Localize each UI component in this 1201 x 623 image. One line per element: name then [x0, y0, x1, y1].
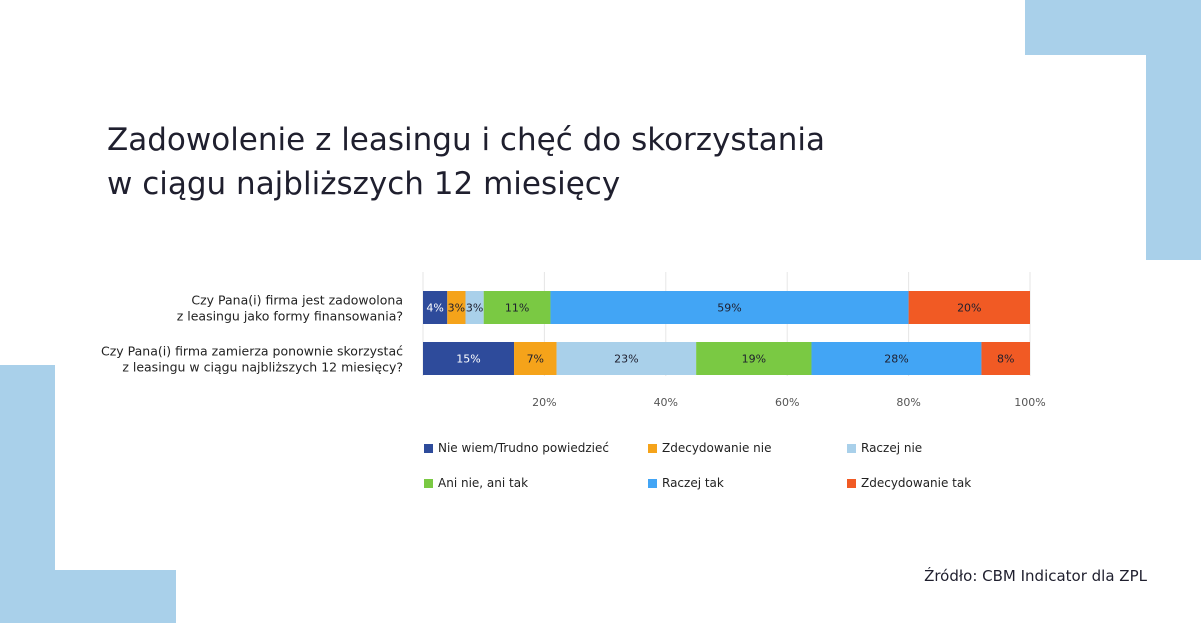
- bar-segment: [423, 342, 515, 375]
- bar-segment: [908, 291, 1030, 324]
- bar-data-label: 59%: [717, 302, 741, 315]
- x-tick-label: 60%: [775, 396, 799, 409]
- decor-corner-bottom-left-horizontal: [0, 570, 176, 623]
- bar-data-label: 3%: [448, 302, 465, 315]
- legend-label: Raczej tak: [662, 476, 724, 490]
- legend-label: Zdecydowanie tak: [861, 476, 972, 490]
- stacked-bar-chart: 20% 40% 60% 80% 100% Czy Pana(i) firma jest z…: [101, 272, 1046, 409]
- legend-swatch: [847, 478, 856, 488]
- category-label: Czy Pana(i) firma jest zadowolona: [191, 293, 403, 308]
- legend-swatch: [648, 478, 657, 488]
- legend-swatch: [424, 443, 433, 453]
- chart-title-line-2: w ciągu najbliższych 12 miesięcy: [107, 166, 621, 202]
- bar-segment: [811, 342, 982, 375]
- bar-data-label: 3%: [466, 302, 483, 315]
- chart-title: Zadowolenie z leasingu i chęć do skorzys…: [107, 118, 1007, 206]
- x-tick-label: 80%: [896, 396, 920, 409]
- legend-item: Zdecydowanie nie: [648, 441, 772, 455]
- chart-title-line-1: Zadowolenie z leasingu i chęć do skorzys…: [107, 122, 825, 158]
- legend-label: Nie wiem/Trudno powiedzieć: [438, 441, 609, 455]
- bar-data-label: 8%: [997, 353, 1014, 366]
- legend-item: Ani nie, ani tak: [424, 476, 528, 490]
- legend-swatch: [648, 443, 657, 453]
- bar-data-label: 20%: [957, 302, 981, 315]
- bar-data-label: 19%: [742, 353, 766, 366]
- bar-segment: [465, 291, 484, 324]
- legend-label: Ani nie, ani tak: [438, 476, 529, 490]
- bar-segment: [447, 291, 466, 324]
- decor-corner-top-right-vertical: [1146, 0, 1201, 260]
- bar-data-label: 7%: [527, 353, 544, 366]
- legend-label: Zdecydowanie nie: [662, 441, 772, 455]
- legend-swatch: [424, 478, 433, 488]
- bar-segment: [514, 342, 557, 375]
- x-tick-label: 20%: [532, 396, 556, 409]
- bar-data-label: 23%: [614, 353, 638, 366]
- bar-segment: [556, 342, 697, 375]
- legend-item: Raczej tak: [648, 476, 724, 490]
- bar-segment: [981, 342, 1030, 375]
- bar-segment: [483, 291, 551, 324]
- legend-swatch: [847, 443, 856, 453]
- bar-data-label: 15%: [456, 353, 480, 366]
- bar-data-label: 11%: [505, 302, 529, 315]
- category-label: z leasingu w ciągu najbliższych 12 miesi…: [122, 360, 403, 375]
- legend-item: Zdecydowanie tak: [847, 476, 971, 490]
- category-label: Czy Pana(i) firma zamierza ponownie skor…: [101, 344, 403, 359]
- x-tick-label: 100%: [1014, 396, 1045, 409]
- category-label: z leasingu jako formy finansowania?: [177, 309, 403, 324]
- bar-segment: [423, 291, 448, 324]
- x-tick-label: 40%: [654, 396, 678, 409]
- legend-item: Nie wiem/Trudno powiedzieć: [424, 441, 609, 455]
- bar-data-label: 28%: [884, 353, 908, 366]
- bar-segment: [550, 291, 909, 324]
- bar-segment: [696, 342, 812, 375]
- legend-item: Raczej nie: [847, 441, 922, 455]
- legend-label: Raczej nie: [861, 441, 923, 455]
- source-note: Źródło: CBM Indicator dla ZPL: [924, 567, 1147, 585]
- bar-data-label: 4%: [426, 302, 443, 315]
